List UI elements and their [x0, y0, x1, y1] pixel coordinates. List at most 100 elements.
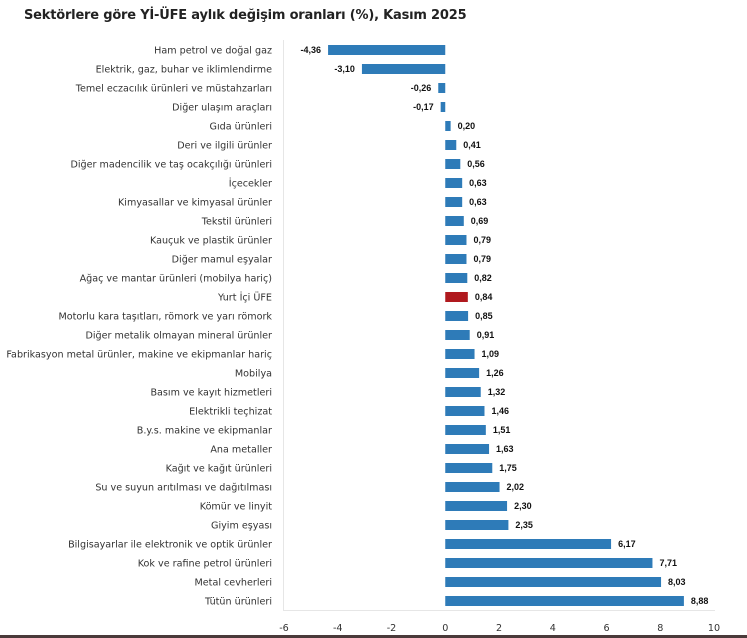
x-tick-label: 2	[496, 623, 502, 634]
value-label: 2,30	[514, 501, 532, 511]
value-label: 0,41	[463, 140, 481, 150]
value-label: 0,79	[473, 235, 491, 245]
category-labels: Ham petrol ve doğal gaz Elektrik, gaz, bu…	[6, 45, 272, 608]
bar	[445, 273, 468, 283]
x-tick-label: 0	[442, 623, 448, 634]
value-label: 1,46	[491, 406, 509, 416]
value-label: 0,91	[477, 330, 495, 340]
value-label: 0,85	[475, 311, 493, 321]
bar	[445, 501, 508, 511]
value-label: -3,10	[334, 64, 355, 74]
category-label: Bilgisayarlar ile elektronik ve optik ür…	[68, 540, 272, 551]
bar	[445, 577, 662, 587]
bars	[328, 45, 684, 606]
category-label: Kok ve rafine petrol ürünleri	[138, 559, 272, 570]
x-tick-label: 6	[603, 623, 609, 634]
category-label: Kimyasallar ve kimyasal ürünler	[118, 198, 272, 209]
value-label: 0,56	[467, 159, 485, 169]
category-label: Deri ve ilgili ürünler	[177, 141, 272, 152]
bar	[445, 349, 475, 359]
chart-title: Sektörlere göre Yİ-ÜFE aylık değişim ora…	[24, 8, 467, 23]
bar	[445, 121, 451, 131]
bar	[445, 140, 457, 150]
value-label: 2,02	[507, 482, 525, 492]
value-label: -4,36	[301, 45, 322, 55]
value-label: 1,63	[496, 444, 514, 454]
bar	[328, 45, 446, 55]
bar	[445, 254, 467, 264]
value-label: 0,69	[471, 216, 489, 226]
value-label: 8,88	[691, 596, 709, 606]
category-label: Gıda ürünleri	[210, 122, 272, 133]
value-label: 0,79	[473, 254, 491, 264]
bar	[445, 482, 500, 492]
value-label: 1,32	[488, 387, 506, 397]
value-label: 0,20	[458, 121, 476, 131]
category-label: B.y.s. makine ve ekipmanlar	[137, 426, 272, 437]
bar	[445, 596, 684, 606]
value-label: 1,51	[493, 425, 511, 435]
bar	[445, 406, 485, 416]
category-label: Diğer metalik olmayan mineral ürünler	[85, 330, 272, 342]
category-label: İçecekler	[229, 177, 272, 190]
category-label: Su ve suyun arıtılması ve dağıtılması	[95, 482, 272, 494]
bar	[445, 520, 509, 530]
value-label: 0,82	[474, 273, 492, 283]
bar	[445, 311, 469, 321]
category-label: Basım ve kayıt hizmetleri	[150, 388, 272, 399]
bar	[445, 330, 470, 340]
category-label: Metal cevherleri	[195, 578, 273, 589]
category-label: Elektrikli teçhizat	[189, 407, 272, 418]
bar	[445, 368, 480, 378]
category-label: Diğer madencilik ve taş ocakçılığı ürünl…	[70, 159, 272, 171]
bar	[445, 425, 486, 435]
category-label: Tütün ürünleri	[204, 597, 272, 608]
value-label: 0,63	[469, 178, 487, 188]
category-label: Temel eczacılık ürünleri ve müstahzarlar…	[75, 84, 272, 95]
value-label: 0,84	[475, 292, 493, 302]
category-label: Elektrik, gaz, buhar ve iklimlendirme	[96, 65, 272, 76]
x-tick-label: 8	[657, 623, 663, 634]
bar	[445, 197, 463, 207]
value-label: -0,26	[411, 83, 432, 93]
window-bottom-edge	[0, 635, 747, 638]
category-label: Tekstil ürünleri	[201, 217, 272, 228]
bar	[445, 444, 490, 454]
x-tick-labels: -6 -4 -2 0 2 4 6 8 10	[279, 623, 720, 634]
value-label: 8,03	[668, 577, 686, 587]
value-label: 1,75	[499, 463, 517, 473]
bar	[445, 216, 464, 226]
category-label: Ham petrol ve doğal gaz	[154, 45, 272, 57]
x-tick-label: 10	[708, 623, 720, 634]
bar	[445, 387, 481, 397]
category-label: Yurt İçi ÜFE	[217, 291, 272, 304]
category-label: Giyim eşyası	[211, 521, 272, 532]
bar	[440, 102, 446, 112]
value-label: 1,09	[482, 349, 500, 359]
value-label: -0,17	[413, 102, 434, 112]
bar	[445, 159, 461, 169]
value-label: 7,71	[659, 558, 677, 568]
value-label: 6,17	[618, 539, 636, 549]
category-label: Diğer mamul eşyalar	[172, 254, 272, 266]
category-label: Kağıt ve kağıt ürünleri	[166, 463, 272, 475]
category-label: Ana metaller	[210, 445, 272, 456]
value-label: 2,35	[515, 520, 533, 530]
value-label: 1,26	[486, 368, 504, 378]
x-tick-label: -4	[333, 623, 343, 634]
x-tick-label: -2	[387, 623, 397, 634]
bar	[445, 558, 653, 568]
x-tick-label: 4	[550, 623, 556, 634]
bar	[445, 539, 612, 549]
category-label: Motorlu kara taşıtları, römork ve yarı r…	[58, 312, 272, 323]
bar	[438, 83, 446, 93]
bar	[445, 235, 467, 245]
category-label: Diğer ulaşım araçları	[172, 102, 272, 114]
category-label: Kömür ve linyit	[200, 502, 272, 513]
bar	[361, 64, 446, 74]
category-label: Kauçuk ve plastik ürünler	[150, 236, 272, 247]
bar-highlight	[445, 292, 468, 302]
value-labels: -4,36 -3,10 -0,26 -0,17 0,20 0,41 0,56 0,63 0,63…	[301, 45, 709, 606]
value-label: 0,63	[469, 197, 487, 207]
